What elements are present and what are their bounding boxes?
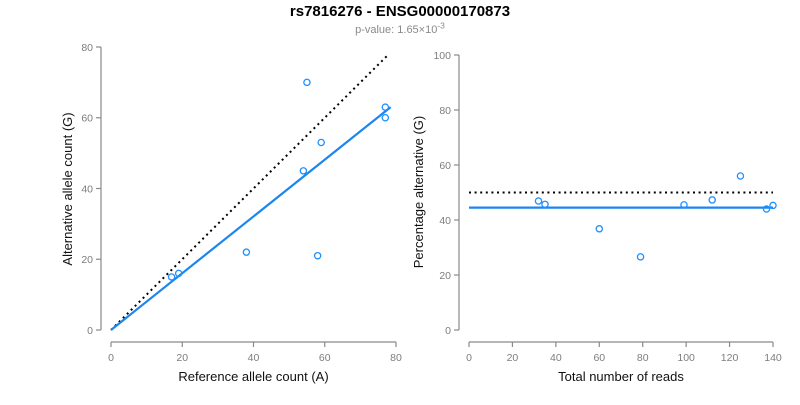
y-axis-title: Percentage alternative (G) bbox=[411, 116, 426, 268]
y-tick-label: 60 bbox=[81, 113, 93, 125]
y-axis-title: Alternative allele count (G) bbox=[60, 112, 75, 265]
x-tick-label: 80 bbox=[390, 352, 402, 364]
data-point bbox=[534, 197, 543, 205]
x-axis-title: Total number of reads bbox=[558, 369, 684, 384]
data-point bbox=[762, 205, 771, 213]
x-tick-label: 140 bbox=[764, 352, 782, 364]
data-point bbox=[595, 225, 604, 233]
y-tick-label: 0 bbox=[87, 325, 93, 337]
y-tick-label: 100 bbox=[433, 50, 451, 62]
allele-count-plot-area: 0 20 40 60 80 0 20 40 60 80 bbox=[81, 42, 402, 364]
plot-title: rs7816276 - ENSG00000170873 bbox=[290, 3, 510, 20]
y-tick-label: 80 bbox=[81, 42, 93, 54]
data-point bbox=[167, 273, 176, 281]
percentage-plot: Total number of reads Percentage alterna… bbox=[411, 50, 782, 384]
data-point bbox=[736, 172, 745, 180]
y-tick-label: 60 bbox=[439, 160, 451, 172]
data-point bbox=[541, 200, 549, 209]
x-tick-label: 40 bbox=[248, 352, 260, 364]
y-tick-label: 40 bbox=[81, 183, 93, 195]
x-tick-label: 0 bbox=[466, 352, 472, 364]
x-tick-label: 20 bbox=[507, 352, 519, 364]
allele-count-plot: Reference allele count (A) Alternative a… bbox=[60, 42, 402, 384]
regression-line bbox=[110, 106, 392, 331]
x-tick-label: 100 bbox=[677, 352, 695, 364]
x-tick-label: 80 bbox=[637, 352, 649, 364]
identity-line bbox=[110, 53, 390, 331]
y-tick-label: 40 bbox=[439, 215, 451, 227]
y-tick-label: 20 bbox=[439, 270, 451, 282]
data-point bbox=[317, 138, 325, 147]
data-point bbox=[381, 103, 390, 111]
pvalue-exponent: -3 bbox=[437, 21, 445, 31]
data-point bbox=[303, 78, 311, 87]
x-tick-label: 20 bbox=[176, 352, 188, 364]
percentage-plot-area: 0 20 40 60 80 100 0 20 40 60 80 100 120 140 bbox=[433, 50, 781, 364]
pvalue-text: p-value: 1.65×10 bbox=[355, 24, 437, 36]
y-tick-label: 80 bbox=[439, 105, 451, 117]
data-point bbox=[299, 167, 308, 175]
x-tick-label: 40 bbox=[550, 352, 562, 364]
data-point bbox=[769, 201, 777, 210]
data-point bbox=[313, 251, 322, 260]
data-point bbox=[174, 269, 183, 278]
y-tick-label: 0 bbox=[445, 325, 451, 337]
x-tick-label: 0 bbox=[108, 352, 114, 364]
data-point bbox=[381, 114, 390, 122]
x-tick-label: 120 bbox=[721, 352, 739, 364]
data-point bbox=[636, 253, 645, 261]
x-axis-title: Reference allele count (A) bbox=[178, 369, 328, 384]
plot-subtitle: p-value: 1.65×10-3 bbox=[355, 21, 445, 37]
data-point bbox=[680, 201, 688, 209]
x-tick-label: 60 bbox=[593, 352, 605, 364]
data-point bbox=[708, 196, 716, 204]
y-tick-label: 20 bbox=[81, 254, 93, 266]
x-tick-label: 60 bbox=[319, 352, 331, 364]
data-point bbox=[242, 248, 251, 256]
